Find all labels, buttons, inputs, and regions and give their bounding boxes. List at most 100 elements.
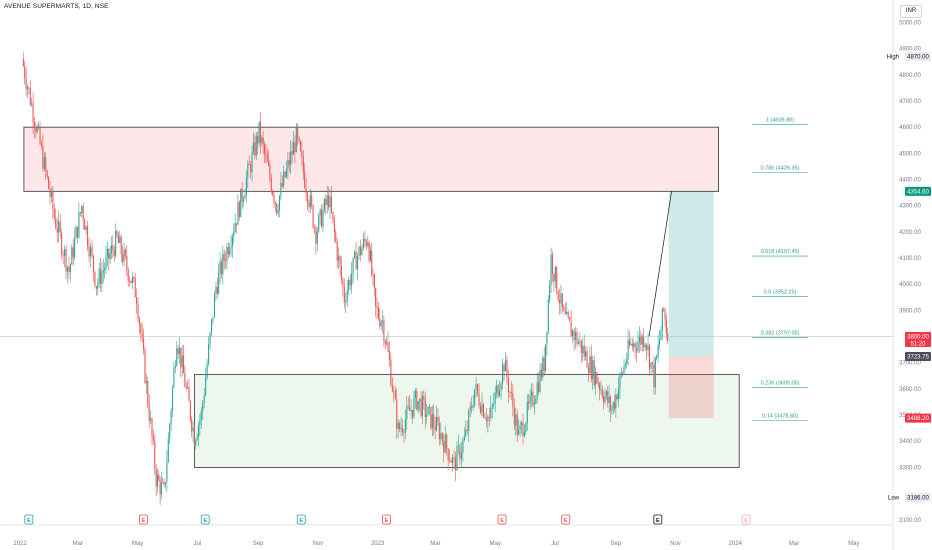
candle-body	[62, 254, 64, 256]
candle-body	[616, 394, 618, 400]
event-letter: E	[500, 518, 504, 524]
candle-body	[416, 390, 418, 410]
candle-body	[39, 126, 41, 144]
candle-body	[55, 217, 57, 228]
candle-body	[532, 391, 534, 406]
candle-body	[354, 251, 356, 258]
candle-body	[355, 251, 357, 270]
candle-body	[106, 248, 108, 257]
candle-body	[84, 219, 86, 230]
candle-body	[113, 249, 115, 257]
candle-body	[361, 247, 363, 256]
candle-body	[141, 334, 143, 338]
candle-body	[407, 406, 409, 407]
candle-body	[643, 336, 645, 348]
candle-body	[447, 448, 449, 461]
candle-body	[105, 256, 107, 269]
candles-layer	[22, 52, 669, 506]
candle-body	[255, 135, 257, 156]
candle-body	[46, 170, 48, 177]
candle-body	[622, 372, 624, 374]
event-marker-dividend[interactable]	[139, 514, 148, 525]
candle-body	[235, 223, 238, 225]
projection-line	[648, 191, 672, 337]
stop-badge-bg	[905, 413, 931, 423]
candle-body	[399, 423, 401, 430]
candle-body	[273, 194, 275, 203]
event-marker-future[interactable]	[741, 514, 751, 525]
candle-body	[163, 482, 165, 485]
event-marker-upcoming[interactable]	[653, 514, 663, 525]
fib-level-label: 0.382 (3797.05)	[761, 330, 800, 336]
candle-body	[81, 205, 83, 214]
candle-body	[136, 297, 138, 304]
candle-body	[457, 445, 460, 447]
candle-body	[117, 235, 119, 243]
candle-body	[647, 345, 649, 350]
candle-body	[185, 386, 187, 388]
candle-body	[126, 255, 128, 270]
candle-body	[192, 427, 194, 432]
candle-body	[605, 391, 607, 396]
candle-body	[638, 335, 640, 343]
event-marker-earnings[interactable]	[200, 514, 210, 525]
candle-body	[233, 231, 235, 237]
candle-body	[295, 126, 297, 153]
candle-body	[661, 308, 663, 331]
candle-body	[112, 245, 114, 250]
event-marker-earnings[interactable]	[24, 514, 34, 525]
candle-body	[587, 368, 590, 373]
candle-body	[424, 399, 426, 417]
candle-body	[634, 343, 636, 349]
candle-body	[549, 284, 551, 300]
candle-body	[140, 324, 142, 335]
candle-body	[613, 402, 616, 409]
candle-body	[52, 191, 54, 210]
candle-body	[600, 389, 602, 391]
candle-body	[170, 410, 172, 425]
candle-body	[127, 269, 129, 281]
candle-body	[431, 414, 433, 429]
candle-body	[284, 171, 286, 177]
event-marker-earnings[interactable]	[296, 514, 306, 525]
candle-body	[484, 416, 486, 419]
candle-body	[277, 210, 279, 214]
candle-body	[151, 418, 153, 437]
candle-body	[215, 286, 217, 295]
entry-badge-text: 3723.75	[907, 355, 929, 361]
candle-body	[620, 372, 622, 375]
position-loss-area[interactable]	[668, 356, 714, 419]
supply-zone[interactable]	[23, 126, 719, 192]
event-marker-dividend[interactable]	[561, 514, 571, 525]
currency-button[interactable]: INR	[900, 5, 922, 18]
event-marker-dividend[interactable]	[497, 514, 507, 525]
candle-body	[346, 289, 348, 302]
event-marker-dividend[interactable]	[382, 514, 391, 525]
candle-body	[574, 332, 577, 341]
candle-body	[475, 384, 477, 390]
candle-body	[131, 277, 133, 283]
candle-body	[250, 165, 252, 173]
candle-body	[618, 387, 620, 400]
candle-body	[590, 356, 592, 379]
candle-body	[579, 340, 581, 343]
position-profit-area[interactable]	[668, 191, 714, 357]
candle-body	[516, 414, 518, 435]
last-price-badge-text: 51:20	[910, 342, 926, 348]
candle-body	[368, 242, 370, 261]
candle-body	[500, 383, 502, 391]
candle-body	[189, 401, 191, 420]
candle-body	[369, 250, 371, 261]
candle-body	[450, 460, 452, 463]
candle-body	[637, 342, 639, 352]
candle-body	[316, 231, 318, 244]
candle-body	[31, 103, 33, 105]
candle-body	[240, 188, 242, 218]
candle-body	[553, 273, 555, 282]
candle-body	[413, 397, 415, 417]
candle-body	[268, 161, 270, 166]
event-letter: E	[299, 518, 303, 524]
demand-zone[interactable]	[194, 374, 740, 468]
low-label: Low	[888, 495, 900, 501]
